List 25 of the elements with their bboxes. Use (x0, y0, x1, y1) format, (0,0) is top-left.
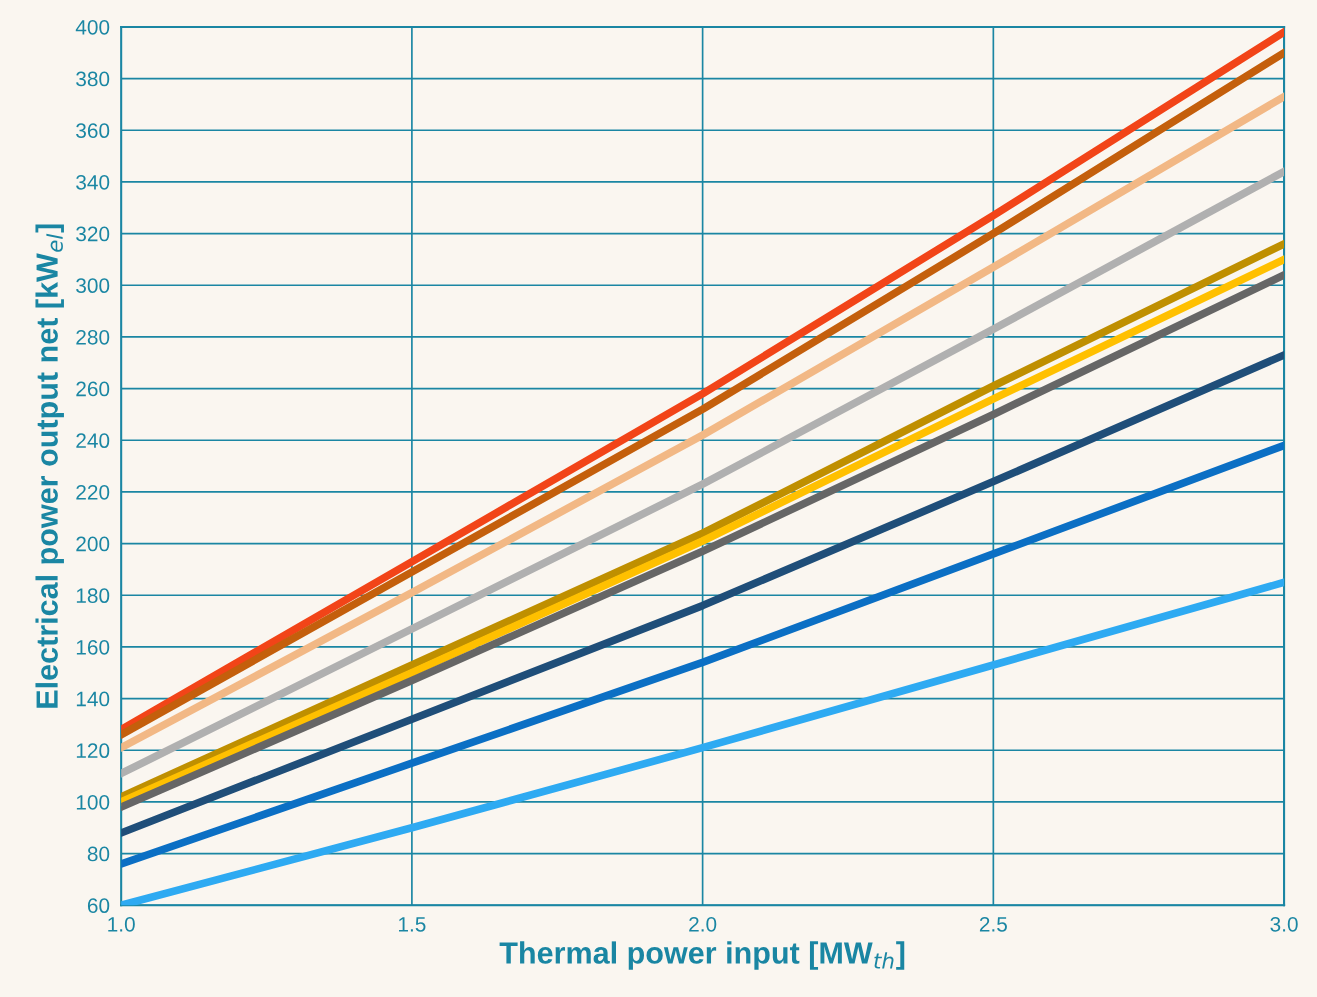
x-tick-label: 1.5 (399, 917, 426, 932)
x-tick-label: 3.0 (1270, 916, 1298, 932)
y-tick-label: 60 (87, 898, 110, 914)
y-tick-label: 80 (87, 846, 110, 862)
x-axis-title: Thermal power input [MW$_{th}$] (499, 941, 905, 970)
y-tick-label: 120 (76, 743, 110, 759)
y-tick-label: 300 (76, 278, 110, 294)
y-axis-title: Electrical power output net [kW$_{el}$] (35, 224, 64, 708)
y-tick-label: 160 (76, 639, 110, 655)
x-tick-label: 2.5 (979, 916, 1007, 932)
x-tick-label: 2.0 (689, 916, 717, 932)
y-tick-label: 360 (76, 123, 110, 139)
y-tick-label: 260 (76, 381, 110, 397)
y-tick-label: 220 (76, 484, 110, 500)
y-tick-label: 320 (76, 226, 110, 242)
y-tick-label: 340 (76, 174, 110, 190)
x-tick-label: 1.0 (108, 916, 135, 932)
y-tick-label: 100 (76, 794, 110, 810)
y-tick-label: 380 (76, 71, 110, 87)
y-tick-label: 280 (76, 329, 110, 345)
y-tick-label: 140 (76, 691, 110, 707)
y-tick-label: 180 (76, 588, 110, 604)
y-tick-label: 200 (76, 536, 110, 552)
y-tick-label: 400 (75, 19, 110, 35)
y-tick-label: 240 (76, 433, 110, 449)
